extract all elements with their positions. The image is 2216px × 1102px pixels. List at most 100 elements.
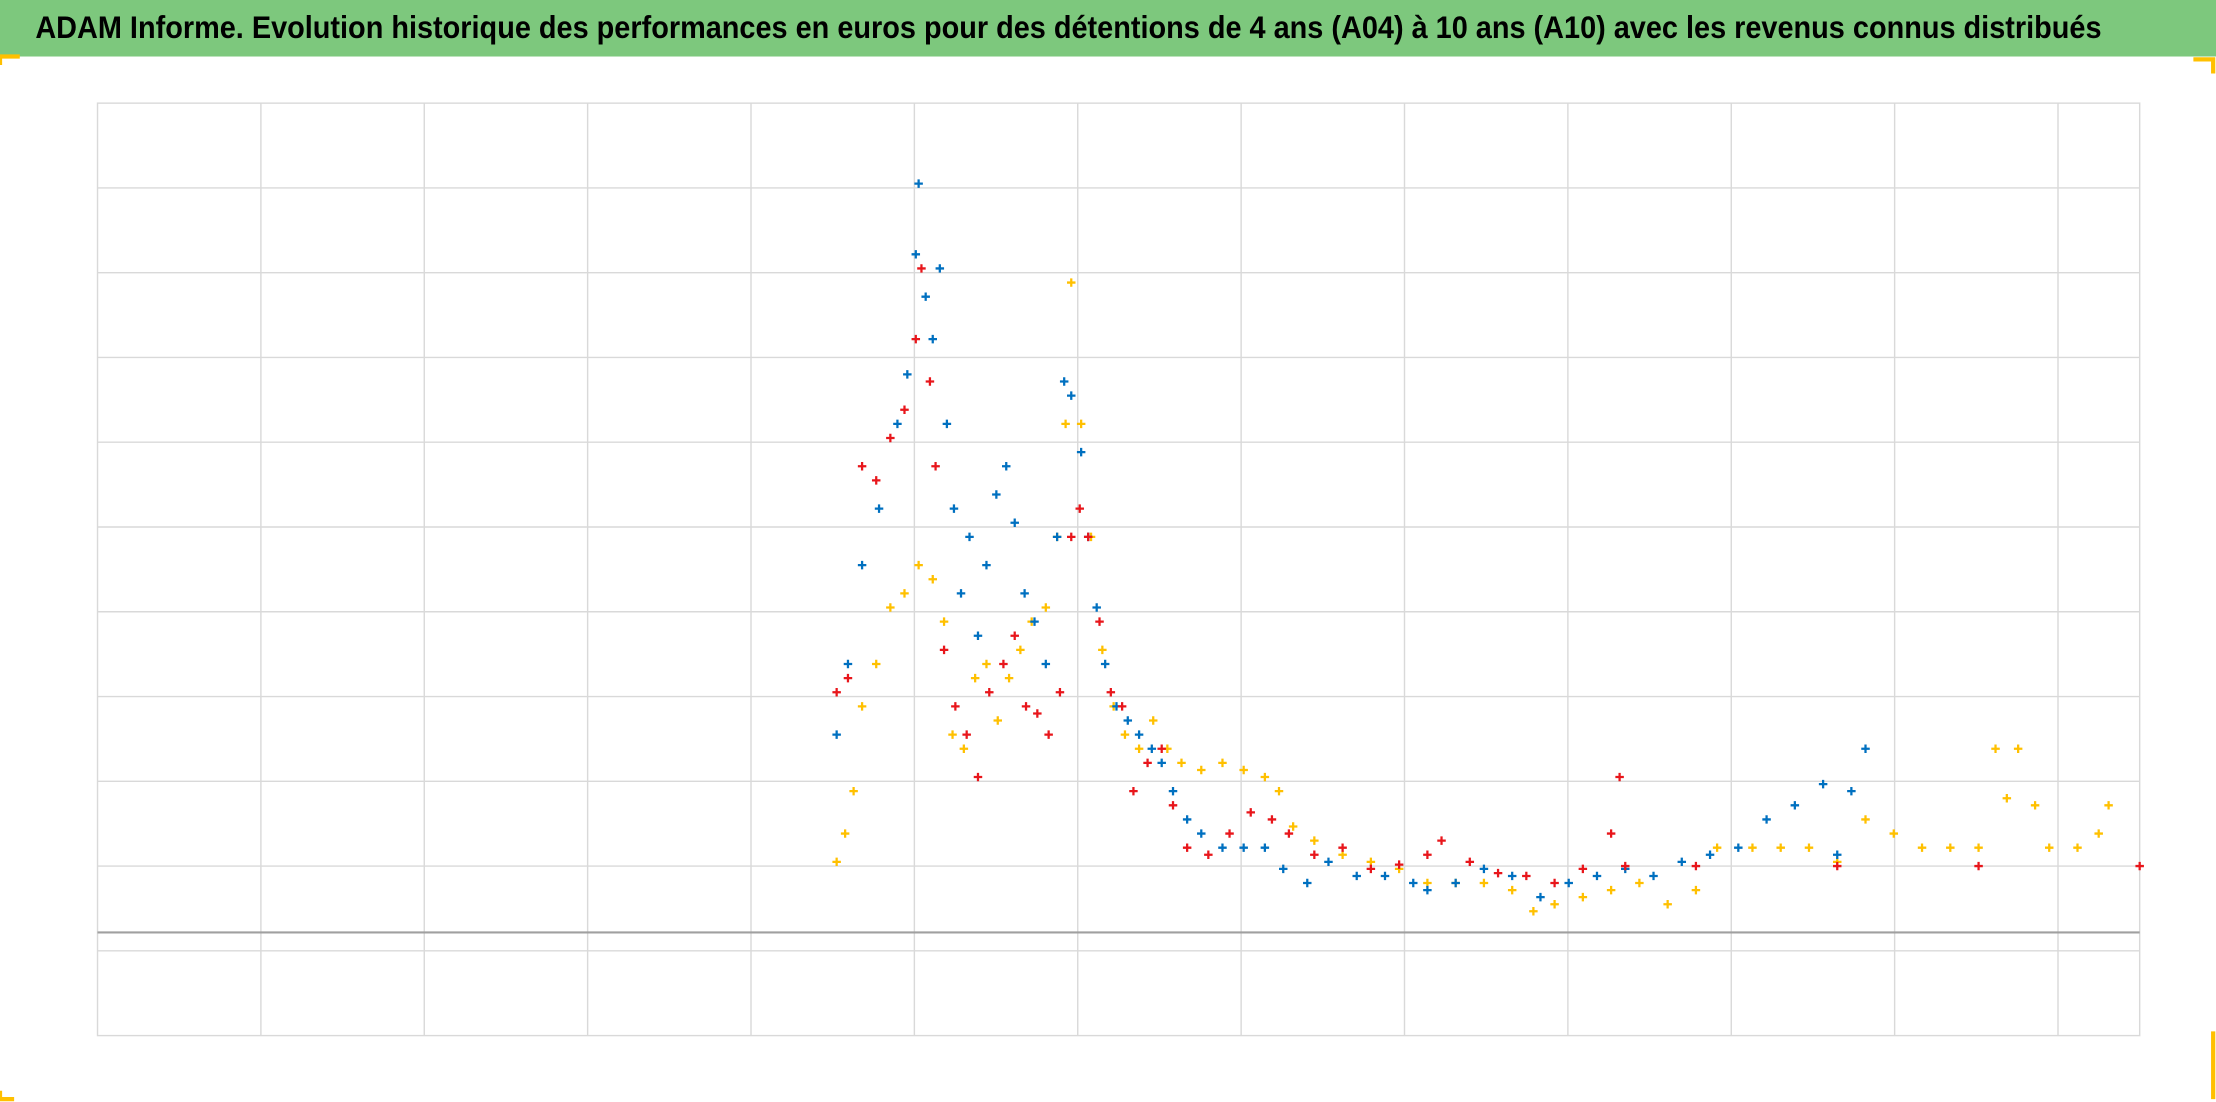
point bbox=[1493, 868, 1503, 878]
point bbox=[1762, 815, 1771, 824]
point bbox=[1182, 815, 1192, 824]
point bbox=[1606, 885, 1616, 895]
point bbox=[1260, 843, 1270, 852]
point bbox=[1465, 857, 1475, 867]
grid bbox=[96, 102, 2141, 1037]
point bbox=[2073, 843, 2082, 852]
point bbox=[1052, 532, 1062, 542]
point bbox=[935, 264, 945, 273]
point bbox=[1067, 278, 1076, 287]
point bbox=[1991, 744, 2000, 754]
point bbox=[999, 659, 1008, 669]
point bbox=[1061, 419, 1070, 429]
point bbox=[900, 589, 909, 598]
point bbox=[1423, 885, 1432, 895]
point bbox=[1833, 850, 1842, 859]
point bbox=[1197, 829, 1206, 838]
point bbox=[921, 292, 930, 301]
point bbox=[1974, 861, 1983, 871]
point bbox=[1324, 857, 1333, 867]
point bbox=[1120, 730, 1130, 739]
point bbox=[1861, 815, 1870, 824]
point bbox=[1550, 899, 1559, 909]
point bbox=[1030, 617, 1039, 626]
point bbox=[1790, 801, 1800, 810]
point bbox=[1059, 377, 1069, 386]
point bbox=[965, 532, 974, 542]
point bbox=[982, 560, 991, 570]
point bbox=[1177, 758, 1186, 768]
point bbox=[1239, 765, 1248, 775]
point bbox=[1833, 861, 1842, 871]
point bbox=[1409, 878, 1418, 888]
point bbox=[982, 659, 991, 669]
point bbox=[962, 730, 971, 739]
point bbox=[2030, 801, 2040, 810]
point bbox=[985, 688, 994, 697]
point bbox=[1507, 871, 1517, 881]
point bbox=[1861, 744, 1870, 754]
point bbox=[1083, 532, 1093, 542]
point bbox=[1239, 843, 1248, 852]
point bbox=[874, 504, 884, 513]
point bbox=[1394, 860, 1404, 869]
point bbox=[914, 560, 923, 570]
point bbox=[973, 772, 983, 782]
point bbox=[1134, 744, 1144, 754]
point bbox=[1507, 885, 1517, 895]
point bbox=[1010, 631, 1019, 641]
point bbox=[1246, 808, 1255, 817]
point bbox=[1147, 744, 1157, 754]
point bbox=[1021, 702, 1031, 711]
title-bar bbox=[0, 0, 2216, 57]
point bbox=[1592, 871, 1602, 881]
corner bbox=[2193, 57, 2216, 74]
point bbox=[1529, 907, 1538, 916]
point bbox=[939, 645, 949, 655]
point bbox=[959, 744, 969, 754]
point bbox=[1055, 688, 1065, 697]
point bbox=[1020, 589, 1029, 598]
chart-title: ADAM Informe. Evolution historique des p… bbox=[35, 10, 2101, 45]
point bbox=[1380, 871, 1390, 881]
point bbox=[871, 476, 881, 485]
point bbox=[928, 575, 937, 584]
point bbox=[1677, 857, 1687, 867]
point bbox=[1437, 836, 1446, 845]
point bbox=[2013, 744, 2023, 754]
point bbox=[1197, 765, 1206, 775]
point bbox=[1157, 744, 1166, 754]
point bbox=[1663, 899, 1672, 909]
point bbox=[1606, 829, 1616, 838]
point bbox=[1974, 843, 1983, 852]
point bbox=[1218, 758, 1227, 768]
point bbox=[1615, 772, 1624, 782]
point bbox=[1044, 730, 1053, 739]
point bbox=[1578, 864, 1588, 874]
point bbox=[1691, 861, 1701, 871]
point bbox=[1218, 843, 1227, 852]
point bbox=[1734, 843, 1743, 852]
point bbox=[886, 433, 895, 443]
point bbox=[1284, 829, 1294, 838]
point bbox=[1067, 532, 1076, 542]
point bbox=[1274, 786, 1284, 796]
point bbox=[931, 461, 940, 471]
point bbox=[1479, 864, 1489, 874]
point bbox=[942, 419, 952, 429]
point bbox=[1033, 709, 1042, 718]
point bbox=[1649, 871, 1658, 881]
point bbox=[1134, 730, 1144, 739]
point bbox=[1010, 518, 1019, 527]
point bbox=[1076, 447, 1086, 457]
point bbox=[1075, 504, 1084, 513]
point bbox=[843, 673, 853, 683]
point bbox=[1148, 716, 1158, 725]
point bbox=[948, 730, 957, 739]
point bbox=[1479, 878, 1489, 888]
point bbox=[2002, 794, 2012, 803]
point bbox=[970, 673, 980, 683]
point bbox=[949, 504, 959, 513]
